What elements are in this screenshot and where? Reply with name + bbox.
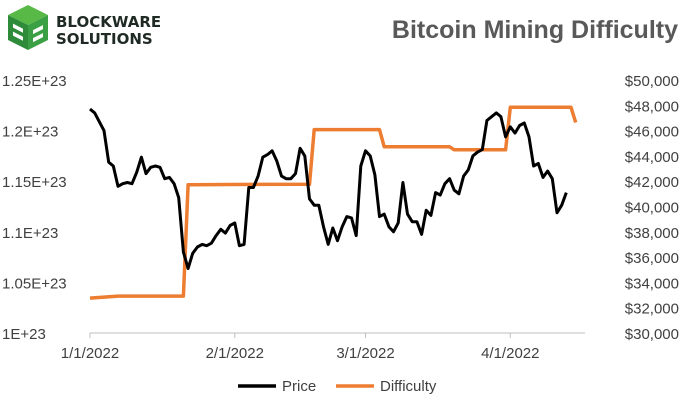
left-tick-label: 1E+23: [2, 326, 46, 343]
right-tick-label: $48,000: [625, 98, 679, 115]
cube-logo-icon: [8, 5, 48, 50]
left-tick-label: 1.25E+23: [2, 73, 67, 90]
right-tick-label: $38,000: [625, 225, 679, 242]
right-tick-label: $36,000: [625, 250, 679, 267]
brand-name-line2: SOLUTIONS: [56, 30, 153, 48]
left-tick-label: 1.15E+23: [2, 174, 67, 191]
right-tick-label: $46,000: [625, 124, 679, 141]
x-axis-ticks: 1/1/2022 2/1/2022 3/1/2022 4/1/2022: [61, 333, 539, 362]
x-tick-label: 4/1/2022: [481, 345, 539, 362]
right-tick-label: $42,000: [625, 174, 679, 191]
right-tick-label: $30,000: [625, 326, 679, 343]
left-tick-label: 1.2E+23: [2, 124, 58, 141]
brand-name-line1: BLOCKWARE: [56, 13, 161, 31]
brand-logo: BLOCKWARE SOLUTIONS: [8, 5, 161, 50]
x-tick-label: 1/1/2022: [61, 345, 119, 362]
x-tick-label: 3/1/2022: [336, 345, 394, 362]
legend-label-price: Price: [282, 378, 316, 395]
series-line-difficulty: [89, 105, 578, 300]
left-axis-ticks: 1E+23 1.05E+23 1.1E+23 1.15E+23 1.2E+23 1.25E…: [2, 73, 67, 343]
right-tick-label: $50,000: [625, 73, 679, 90]
right-tick-label: $40,000: [625, 200, 679, 217]
right-axis-ticks: $30,000 $32,000 $34,000 $36,000 $38,000 $40,0…: [625, 73, 679, 343]
right-tick-label: $34,000: [625, 275, 679, 292]
left-tick-label: 1.05E+23: [2, 275, 67, 292]
x-tick-label: 2/1/2022: [206, 345, 264, 362]
series-line-price: [89, 107, 568, 270]
right-tick-label: $44,000: [625, 149, 679, 166]
legend: Price Difficulty: [238, 378, 437, 395]
legend-label-difficulty: Difficulty: [380, 378, 437, 395]
chart-title: Bitcoin Mining Difficulty: [392, 16, 678, 44]
left-tick-label: 1.1E+23: [2, 225, 58, 242]
right-tick-label: $32,000: [625, 301, 679, 318]
